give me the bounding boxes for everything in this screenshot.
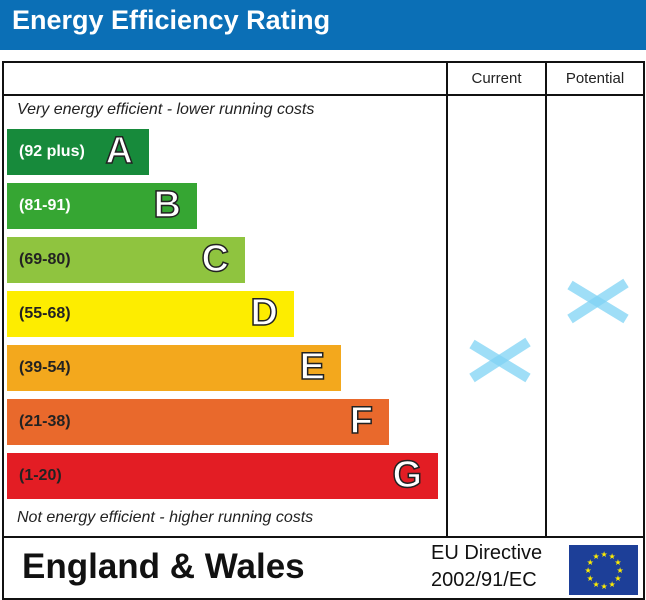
directive-number: 2002/91/EC (431, 569, 537, 591)
rating-band-c: (69-80) C (7, 237, 245, 283)
header-divider (2, 94, 643, 96)
current-column-header: Current (471, 70, 522, 87)
rating-band-f: (21-38) F (7, 399, 389, 445)
bottom-note: Not energy efficient - higher running co… (17, 509, 314, 526)
band-letter: A (105, 129, 134, 173)
band-range: (92 plus) (19, 143, 85, 160)
band-range: (69-80) (19, 251, 71, 268)
band-range: (39-54) (19, 359, 71, 376)
potential-column-header: Potential (565, 70, 625, 87)
rating-band-g: (1-20) G (7, 453, 438, 499)
band-letter: F (349, 399, 374, 443)
band-range: (55-68) (19, 305, 71, 322)
svg-text:★: ★ (614, 558, 621, 567)
eu-flag-icon: ★ ★ ★ ★ ★ ★ ★ ★ ★ ★ ★ ★ (569, 545, 638, 595)
column-divider (545, 61, 547, 537)
region-label: England & Wales (22, 547, 305, 586)
band-letter: D (250, 291, 279, 335)
rating-band-b: (81-91) B (7, 183, 197, 229)
svg-text:★: ★ (601, 582, 608, 591)
rating-band-a: (92 plus) A (7, 129, 149, 175)
band-letter: C (201, 237, 230, 281)
rating-table (2, 61, 645, 600)
band-letter: E (299, 345, 326, 389)
rating-band-d: (55-68) D (7, 291, 294, 337)
svg-text:★: ★ (617, 566, 624, 575)
svg-text:★: ★ (585, 566, 592, 575)
page-title: Energy Efficiency Rating (12, 5, 331, 35)
band-range: (81-91) (19, 197, 71, 214)
title-bar: Energy Efficiency Rating (0, 0, 646, 50)
directive-label: EU Directive (431, 542, 543, 564)
band-letter: B (153, 183, 182, 227)
svg-text:★: ★ (587, 574, 594, 583)
top-note: Very energy efficient - lower running co… (17, 101, 315, 118)
band-letter: G (392, 453, 423, 497)
svg-text:★: ★ (601, 550, 608, 559)
band-range: (21-38) (19, 413, 71, 430)
rating-band-e: (39-54) E (7, 345, 341, 391)
svg-text:★: ★ (587, 558, 594, 567)
band-range: (1-20) (19, 467, 62, 484)
svg-text:★: ★ (609, 580, 616, 589)
footer-divider (2, 536, 643, 538)
svg-text:★: ★ (609, 552, 616, 561)
svg-text:★: ★ (593, 552, 600, 561)
column-divider (446, 61, 448, 537)
svg-text:★: ★ (593, 580, 600, 589)
svg-text:★: ★ (614, 574, 621, 583)
